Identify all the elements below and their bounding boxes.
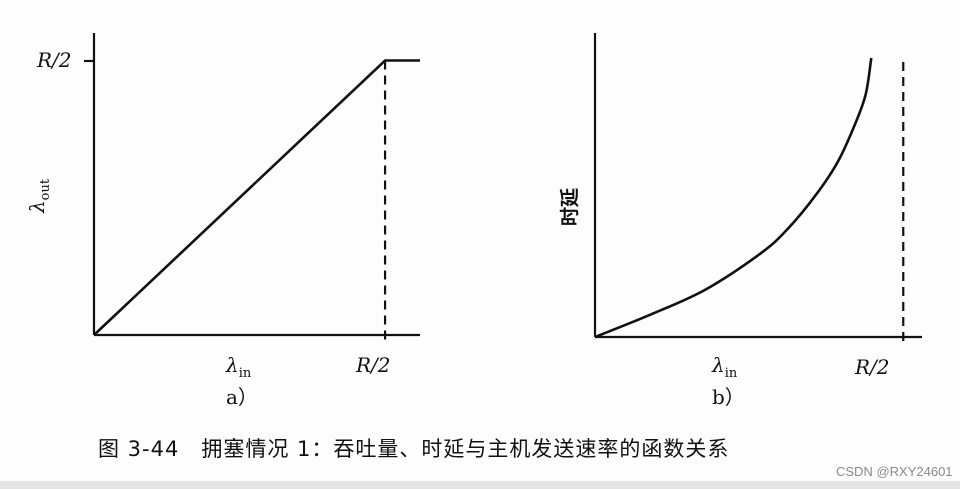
bottom-border-strip xyxy=(0,481,960,489)
panel-a-throughput-line xyxy=(93,59,420,336)
panel-a-x-axis-label: λin xyxy=(225,353,252,381)
panel-a-throughput: R/2 R/2 λin λout a） xyxy=(25,33,420,409)
panel-a-label: a） xyxy=(226,385,258,409)
figure-caption: 图 3-44 拥塞情况 1：吞吐量、时延与主机发送速率的函数关系 xyxy=(98,437,729,461)
panel-b-delay-curve xyxy=(594,57,873,339)
panel-a-y-axis-label: λout xyxy=(25,178,53,214)
watermark: CSDN @RXY24601 xyxy=(836,464,953,479)
panel-b-delay: R/2 λin 时延 b） xyxy=(559,33,922,409)
panel-a-x-tick-label: R/2 xyxy=(355,353,391,377)
panel-b-label: b） xyxy=(712,385,745,409)
panel-b-x-axis-label: λin xyxy=(711,353,738,381)
panel-b-y-axis-label: 时延 xyxy=(559,187,581,226)
panel-b-x-tick-label: R/2 xyxy=(854,355,890,379)
panel-a-y-tick-label: R/2 xyxy=(36,48,72,72)
